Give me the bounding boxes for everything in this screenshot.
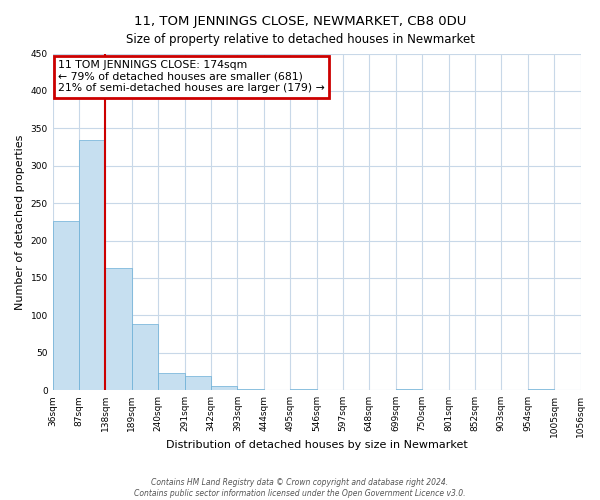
- Bar: [290, 388, 317, 390]
- Bar: [106, 268, 132, 390]
- Bar: [132, 324, 158, 390]
- Bar: [185, 376, 211, 390]
- Text: 11 TOM JENNINGS CLOSE: 174sqm
← 79% of detached houses are smaller (681)
21% of : 11 TOM JENNINGS CLOSE: 174sqm ← 79% of d…: [58, 60, 325, 94]
- Text: Size of property relative to detached houses in Newmarket: Size of property relative to detached ho…: [125, 32, 475, 46]
- Text: Contains HM Land Registry data © Crown copyright and database right 2024.
Contai: Contains HM Land Registry data © Crown c…: [134, 478, 466, 498]
- Bar: [79, 140, 106, 390]
- Bar: [211, 386, 238, 390]
- Bar: [53, 221, 79, 390]
- Bar: [396, 388, 422, 390]
- Y-axis label: Number of detached properties: Number of detached properties: [15, 134, 25, 310]
- X-axis label: Distribution of detached houses by size in Newmarket: Distribution of detached houses by size …: [166, 440, 467, 450]
- Bar: [158, 373, 185, 390]
- Text: 11, TOM JENNINGS CLOSE, NEWMARKET, CB8 0DU: 11, TOM JENNINGS CLOSE, NEWMARKET, CB8 0…: [134, 15, 466, 28]
